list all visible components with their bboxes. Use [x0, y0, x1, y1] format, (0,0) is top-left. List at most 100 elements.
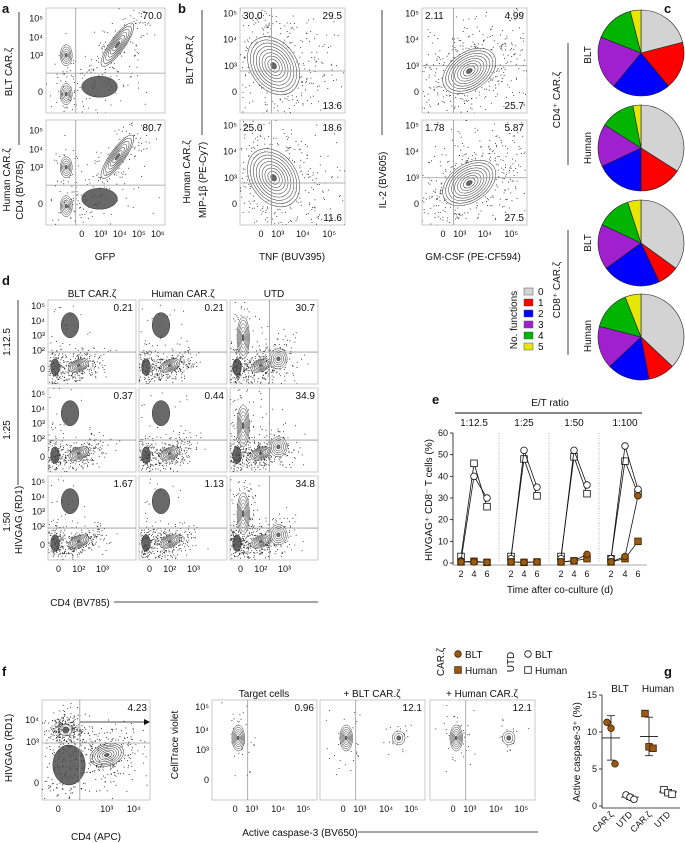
event-dot [512, 135, 514, 137]
event-dot [61, 449, 63, 451]
event-dot [437, 104, 439, 106]
event-dot [51, 335, 53, 337]
event-dot [49, 470, 51, 472]
event-dot [97, 55, 99, 57]
event-dot [152, 378, 154, 380]
event-dot [434, 191, 436, 193]
contour-line [466, 68, 473, 74]
event-dot [66, 106, 68, 108]
event-dot [506, 199, 508, 200]
event-dot [97, 173, 99, 175]
event-dot [279, 99, 281, 101]
event-dot [162, 461, 164, 463]
event-dot [333, 34, 335, 36]
event-dot [240, 308, 242, 310]
event-dot [70, 95, 72, 97]
event-dot [262, 376, 264, 378]
event-dot [130, 76, 132, 78]
event-dot [430, 69, 432, 70]
event-dot [280, 383, 282, 384]
event-dot [270, 371, 272, 373]
event-dot [452, 38, 454, 40]
event-dot [89, 454, 90, 456]
event-dot [251, 373, 253, 374]
event-dot [120, 100, 122, 102]
event-dot [425, 198, 427, 200]
event-dot [458, 3, 459, 4]
event-dot [140, 459, 142, 461]
event-dot [70, 451, 72, 453]
event-dot [495, 136, 497, 137]
event-dot [173, 357, 175, 359]
event-dot [237, 376, 238, 378]
event-dot [375, 96, 376, 97]
event-dot [249, 102, 251, 104]
event-dot [286, 22, 288, 24]
event-dot [500, 34, 501, 36]
event-dot [316, 172, 318, 174]
pie-slice-2 [605, 242, 660, 287]
event-dot [140, 385, 141, 386]
event-dot [89, 452, 91, 454]
event-dot [301, 271, 302, 272]
event-dot [238, 148, 239, 149]
event-dot [88, 454, 90, 456]
event-dot [72, 150, 74, 151]
event-dot [305, 32, 307, 34]
event-dot [184, 441, 186, 443]
event-dot [232, 188, 233, 189]
event-dot [52, 466, 54, 468]
event-dot [492, 129, 494, 131]
event-dot [514, 167, 516, 169]
event-dot [413, 57, 414, 58]
event-dot [249, 186, 251, 187]
event-dot [257, 381, 259, 383]
event-dot [147, 446, 149, 448]
event-dot [454, 38, 456, 40]
event-dot [188, 455, 190, 457]
event-dot [428, 161, 430, 163]
event-dot [241, 149, 243, 151]
event-dot [425, 229, 426, 230]
event-dot [404, 109, 405, 110]
event-dot [74, 380, 76, 382]
event-dot [277, 339, 279, 341]
event-dot [247, 308, 249, 310]
event-dot [158, 452, 160, 453]
event-dot [214, 121, 215, 122]
event-dot [81, 347, 83, 349]
event-dot [84, 372, 85, 374]
event-dot [94, 160, 96, 162]
event-dot [492, 90, 494, 92]
event-dot [196, 442, 198, 444]
event-dot [149, 446, 151, 448]
event-dot [306, 100, 308, 102]
event-dot [88, 179, 90, 181]
event-dot [252, 200, 254, 202]
event-dot [74, 157, 76, 159]
event-dot [147, 319, 149, 321]
event-dot [339, 170, 341, 172]
event-dot [56, 413, 58, 415]
event-dot [130, 123, 132, 125]
contour-line [141, 358, 151, 376]
event-dot [484, 109, 486, 111]
event-dot [264, 10, 266, 12]
event-dot [59, 369, 61, 371]
event-dot [70, 359, 71, 361]
event-dot [85, 462, 87, 464]
event-dot [62, 343, 64, 345]
event-dot [299, 167, 301, 169]
event-dot [472, 41, 474, 43]
event-dot [143, 118, 144, 119]
event-dot [460, 215, 462, 217]
event-dot [300, 39, 302, 41]
event-dot [191, 365, 192, 367]
event-dot [65, 371, 67, 373]
event-dot [209, 58, 210, 59]
event-dot [516, 153, 518, 155]
event-dot [272, 369, 274, 371]
event-dot [55, 380, 57, 382]
event-dot [301, 52, 303, 54]
event-dot [159, 367, 160, 368]
